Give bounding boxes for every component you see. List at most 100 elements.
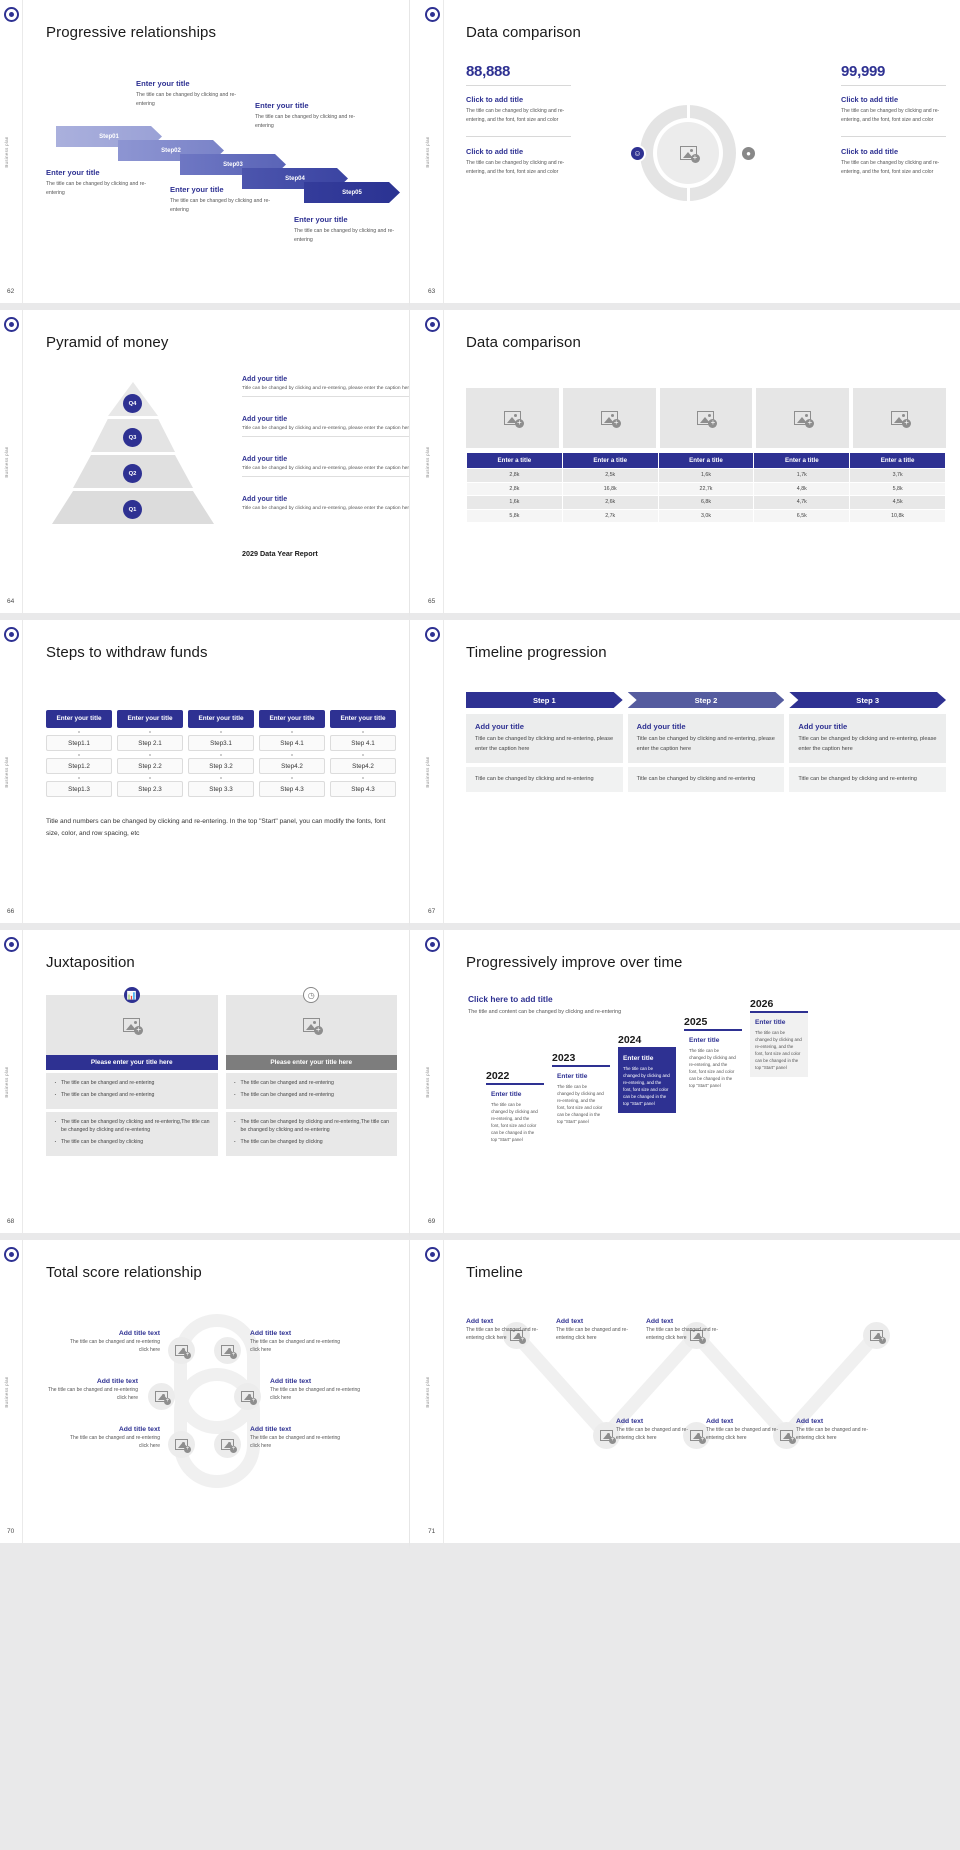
step-cell[interactable]: Step1.2 <box>46 758 112 774</box>
step-cell[interactable]: Step 3.3 <box>188 781 254 797</box>
timeline-step-label-3[interactable]: Step 3 <box>789 692 946 708</box>
bar-chart-icon[interactable]: 📊 <box>123 987 140 1003</box>
right-block-1[interactable]: Click to add title The title can be chan… <box>841 95 946 125</box>
pyramid-row-3[interactable]: Add your title Title can be changed by c… <box>242 456 409 478</box>
image-placeholder-4[interactable]: + <box>756 388 850 448</box>
left-block-1[interactable]: Click to add title The title can be chan… <box>466 95 571 125</box>
step-cell[interactable]: Step1.1 <box>46 735 112 751</box>
node-2[interactable]: + <box>214 1337 241 1364</box>
step-cell[interactable]: Step4.2 <box>259 758 325 774</box>
timeline-card-3[interactable]: Add your title Title can be changed by c… <box>789 714 947 793</box>
table-header-cell[interactable]: Enter a title <box>849 452 946 469</box>
year-card-2025[interactable]: 2025 Enter title The title can be change… <box>684 1016 742 1095</box>
node-2[interactable]: + <box>593 1422 620 1449</box>
pyramid-badge-q1[interactable]: Q1 <box>123 500 142 519</box>
slide-71[interactable]: Business plan 71 Timeline + + + + + + Ad… <box>410 1240 960 1550</box>
node-6[interactable]: + <box>214 1431 241 1458</box>
timeline-card-1[interactable]: Add your title Title can be changed by c… <box>466 714 623 793</box>
slide-63[interactable]: Business plan 63 Data comparison 88,888 … <box>410 0 960 310</box>
step-cell[interactable]: Step 4.1 <box>259 735 325 751</box>
table-header-cell[interactable]: Enter a title <box>753 452 851 469</box>
pyramid-row-4[interactable]: Add your title Title can be changed by c… <box>242 496 409 512</box>
caption-2[interactable]: Enter your title The title can be change… <box>136 79 244 108</box>
node-text-1[interactable]: Add title text The title can be changed … <box>68 1330 160 1355</box>
step-cell[interactable]: Step 3.2 <box>188 758 254 774</box>
step-header[interactable]: Enter your title <box>117 710 183 728</box>
node-text-5[interactable]: Add text The title can be changed and re… <box>706 1418 784 1443</box>
card-bar-label[interactable]: Please enter your title here <box>225 1055 397 1070</box>
right-block-2[interactable]: Click to add title The title can be chan… <box>841 147 946 177</box>
step-header[interactable]: Enter your title <box>46 710 112 728</box>
pyramid-badge-q4[interactable]: Q4 <box>123 394 142 413</box>
year-card-2022[interactable]: 2022 Enter title The title can be change… <box>486 1070 544 1149</box>
center-image-placeholder[interactable]: + <box>657 122 719 184</box>
timeline-card-2[interactable]: Add your title Title can be changed by c… <box>627 714 785 793</box>
year-card-2023[interactable]: 2023 Enter title The title can be change… <box>552 1052 610 1131</box>
clock-icon[interactable]: ◷ <box>303 987 320 1003</box>
year-card-2026[interactable]: 2026 Enter title The title can be change… <box>750 998 808 1077</box>
node-text-4[interactable]: Add text The title can be changed and re… <box>616 1418 694 1443</box>
table-header-cell[interactable]: Enter a title <box>657 452 755 469</box>
caption-1[interactable]: Enter your title The title can be change… <box>46 168 154 197</box>
step-cell[interactable]: Step 2.3 <box>117 781 183 797</box>
node-1[interactable]: + <box>168 1337 195 1364</box>
pyramid-badge-q3[interactable]: Q3 <box>123 428 142 447</box>
caption-4[interactable]: Enter your title The title can be change… <box>255 101 363 130</box>
pyramid-row-2[interactable]: Add your title Title can be changed by c… <box>242 416 409 438</box>
step-cell[interactable]: Step 4.3 <box>330 781 396 797</box>
node-5[interactable]: + <box>863 1322 890 1349</box>
step-cell[interactable]: Step 2.1 <box>117 735 183 751</box>
money-bag-icon[interactable]: ● <box>740 145 757 162</box>
slide-65[interactable]: Business plan 65 Data comparison + + + +… <box>410 310 960 620</box>
slide-62[interactable]: Business plan 62 Progressive relationshi… <box>0 0 410 310</box>
slide-67[interactable]: Business plan 67 Timeline progression St… <box>410 620 960 930</box>
people-icon[interactable]: ☺ <box>629 145 646 162</box>
node-text-6[interactable]: Add text The title can be changed and re… <box>796 1418 874 1443</box>
node-text-3[interactable]: Add text The title can be changed and re… <box>646 1318 724 1343</box>
image-placeholder-2[interactable]: + <box>562 388 656 448</box>
slide-69[interactable]: Business plan 69 Progressively improve o… <box>410 930 960 1240</box>
slide-64[interactable]: Business plan 64 Pyramid of money Q4 Q3 … <box>0 310 410 620</box>
left-block-2[interactable]: Click to add title The title can be chan… <box>466 147 571 177</box>
step-cell[interactable]: Step1.3 <box>46 781 112 797</box>
node-text-4[interactable]: Add title text The title can be changed … <box>270 1378 362 1403</box>
data-table[interactable]: Enter a title Enter a title Enter a titl… <box>466 452 946 524</box>
caption-5[interactable]: Enter your title The title can be change… <box>294 215 402 244</box>
card-bar-label[interactable]: Please enter your title here <box>46 1055 218 1070</box>
slide-70[interactable]: Business plan 70 Total score relationshi… <box>0 1240 410 1550</box>
node-text-1[interactable]: Add text The title can be changed and re… <box>466 1318 544 1343</box>
node-3[interactable]: + <box>683 1322 710 1349</box>
pyramid-row-1[interactable]: Add your title Title can be changed by c… <box>242 376 409 398</box>
image-placeholder-3[interactable]: + <box>659 388 753 448</box>
node-text-6[interactable]: Add title text The title can be changed … <box>250 1426 342 1451</box>
node-1[interactable]: + <box>503 1322 530 1349</box>
image-placeholder[interactable]: + <box>225 995 397 1055</box>
node-text-5[interactable]: Add title text The title can be changed … <box>68 1426 160 1451</box>
lead-text-block[interactable]: Click here to add title The title and co… <box>468 994 628 1017</box>
node-4[interactable]: + <box>234 1383 261 1410</box>
step-header[interactable]: Enter your title <box>330 710 396 728</box>
year-card-2024[interactable]: 2024 Enter title The title can be change… <box>618 1034 676 1113</box>
table-header-cell[interactable]: Enter a title <box>561 452 659 469</box>
node-5[interactable]: + <box>168 1431 195 1458</box>
step-cell[interactable]: Step 4.1 <box>330 735 396 751</box>
caption-3[interactable]: Enter your title The title can be change… <box>170 185 278 214</box>
step-cell[interactable]: Step3.1 <box>188 735 254 751</box>
image-placeholder[interactable]: + <box>46 995 218 1055</box>
step-cell[interactable]: Step4.2 <box>330 758 396 774</box>
compare-card-2[interactable]: ◷ + Please enter your title here The tit… <box>225 987 397 1156</box>
step-header[interactable]: Enter your title <box>188 710 254 728</box>
slide-66[interactable]: Business plan 66 Steps to withdraw funds… <box>0 620 410 930</box>
timeline-step-label-1[interactable]: Step 1 <box>466 692 623 708</box>
node-text-3[interactable]: Add title text The title can be changed … <box>46 1378 138 1403</box>
chevron-step-5[interactable]: Step05 <box>304 182 400 203</box>
timeline-step-label-2[interactable]: Step 2 <box>628 692 785 708</box>
pyramid-badge-q2[interactable]: Q2 <box>123 464 142 483</box>
node-3[interactable]: + <box>148 1383 175 1410</box>
node-4[interactable]: + <box>773 1422 800 1449</box>
image-placeholder-5[interactable]: + <box>853 388 946 448</box>
node-text-2[interactable]: Add text The title can be changed and re… <box>556 1318 634 1343</box>
step-cell[interactable]: Step 2.2 <box>117 758 183 774</box>
compare-card-1[interactable]: 📊 + Please enter your title here The tit… <box>46 987 218 1156</box>
image-placeholder-1[interactable]: + <box>466 388 559 448</box>
